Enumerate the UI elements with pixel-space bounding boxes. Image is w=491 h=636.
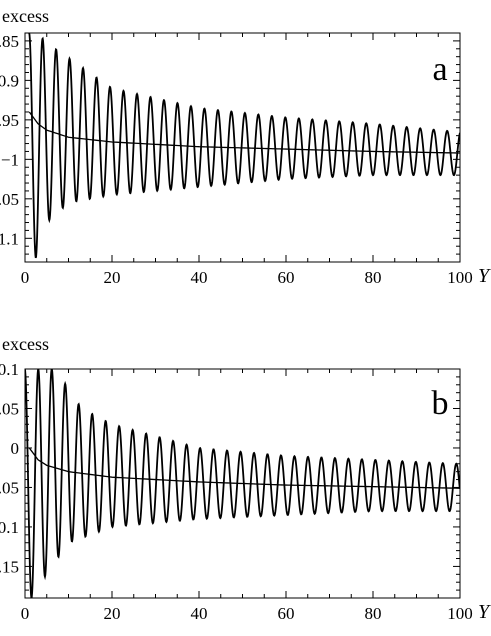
x-axis-title: Y [478,601,491,623]
x-axis-title: Y [478,265,491,287]
x-tick-label: 0 [21,268,30,287]
x-tick-label: 40 [191,268,208,287]
x-tick-label: 60 [278,268,295,287]
x-tick-label: 40 [191,604,208,623]
y-tick-label: −0.15 [0,557,19,576]
y-tick-label: −0.95 [0,111,19,130]
series-line-2 [28,447,460,489]
panel-a: 0 20 40 60 80 100 −0.85 −0.9 −0.95 −1 −1.05 −1.1 exc… [0,6,491,287]
y-axis-title: excess [2,6,49,26]
x-tick-label: 80 [365,604,382,623]
x-tick-label: 20 [104,268,121,287]
series-line-1 [25,369,460,598]
panel-b: 0 20 40 60 80 100 0.1 0.05 0 −0.05 −0.1 −0.15 excess… [0,334,491,623]
y-tick-label: −1.05 [0,190,19,209]
x-tick-label: 0 [21,604,30,623]
y-tick-label: −0.9 [0,71,19,90]
x-tick-label: 100 [447,268,473,287]
y-tick-label: 0 [11,439,20,458]
y-tick-label: −1.1 [0,229,19,248]
y-axis-title: excess [2,334,49,354]
x-tick-label: 20 [104,604,121,623]
series-line-1 [28,33,460,259]
series-line-2 [28,111,460,154]
x-tick-label: 100 [447,604,473,623]
y-tick-label: −1 [1,150,19,169]
y-tick-label: −0.85 [0,32,19,51]
x-tick-label: 60 [278,604,295,623]
panel-label: a [432,51,447,88]
y-tick-label: 0.05 [0,399,19,418]
y-tick-label: −0.05 [0,478,19,497]
y-tick-label: 0.1 [0,360,19,379]
panel-label: b [432,385,449,422]
y-tick-label: −0.1 [0,518,19,537]
x-tick-label: 80 [365,268,382,287]
